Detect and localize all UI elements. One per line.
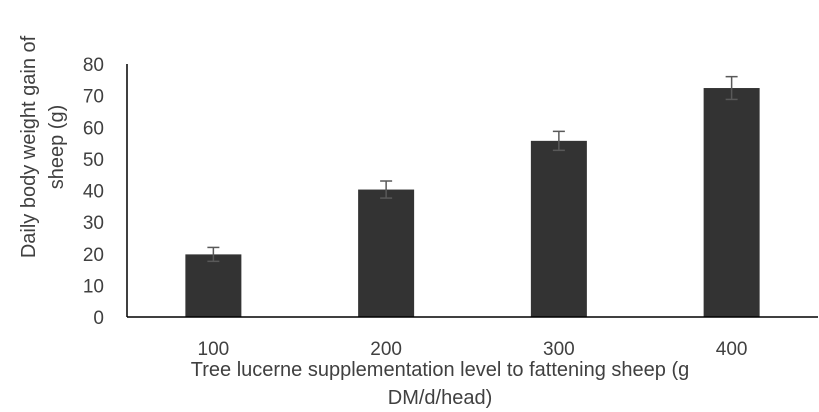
x-axis-title-line-2: DM/d/head) xyxy=(388,387,493,409)
x-tick-label-100: 100 xyxy=(198,339,230,360)
y-axis-title-line-2: sheep (g) xyxy=(46,105,68,190)
error-bar-100 xyxy=(207,246,220,263)
y-tick-label: 20 xyxy=(83,245,104,266)
x-tick-label-200: 200 xyxy=(370,339,402,360)
error-bars-group xyxy=(207,75,738,263)
error-bar-400 xyxy=(725,75,738,101)
y-tick-label: 60 xyxy=(83,118,104,139)
y-tick-label: 30 xyxy=(83,213,104,234)
x-tick-label-300: 300 xyxy=(543,339,575,360)
y-tick-label: 50 xyxy=(83,150,104,171)
y-axis-title-line-1: Daily body weight gain of xyxy=(18,35,40,258)
y-tick-label: 10 xyxy=(83,276,104,297)
y-axis-ticks: 0 10 20 30 40 50 60 70 80 xyxy=(83,55,104,329)
x-axis-tick-labels: 100 200 300 400 xyxy=(198,339,748,360)
bars-group xyxy=(185,88,760,317)
y-tick-label: 70 xyxy=(83,87,104,108)
bar-300 xyxy=(530,140,587,317)
error-bar-300 xyxy=(552,130,565,152)
bar-200 xyxy=(358,189,415,317)
bar-400 xyxy=(703,88,760,317)
y-tick-label: 80 xyxy=(83,55,104,76)
bar-100 xyxy=(185,254,242,317)
x-tick-label-400: 400 xyxy=(716,339,748,360)
y-tick-label: 40 xyxy=(83,182,104,203)
y-tick-label: 0 xyxy=(93,308,104,329)
x-axis-title-line-1: Tree lucerne supplementation level to fa… xyxy=(191,359,689,381)
error-bar-200 xyxy=(380,180,393,199)
